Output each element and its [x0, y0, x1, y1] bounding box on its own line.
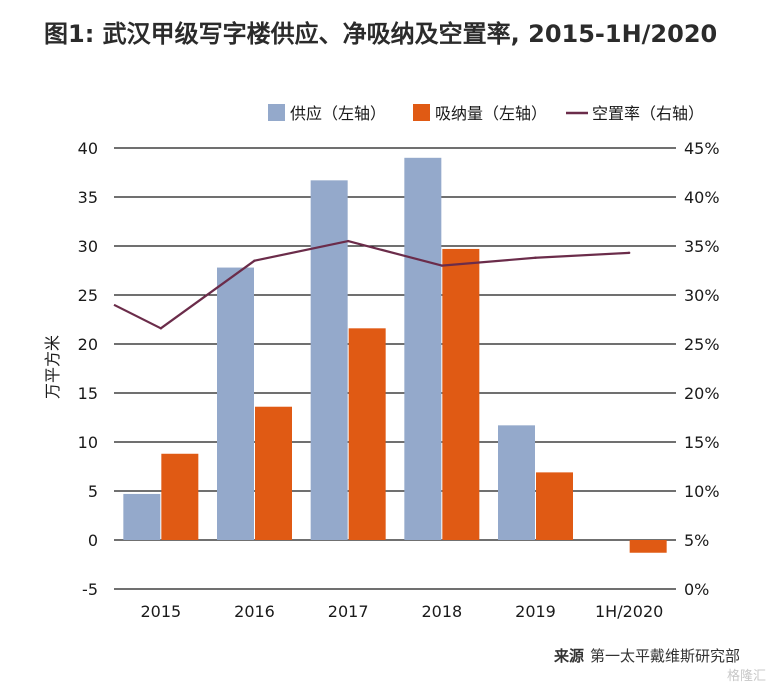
bars	[123, 157, 667, 553]
vacancy-point	[346, 239, 350, 243]
legend-label: 供应（左轴）	[290, 104, 386, 123]
supply-bar	[404, 157, 442, 541]
y2-tick-label: 25%	[684, 335, 720, 354]
y2-tick-label: 40%	[684, 188, 720, 207]
vacancy-point	[627, 251, 631, 255]
y-tick-label: -5	[82, 580, 98, 599]
y-tick-label: 0	[88, 531, 98, 550]
x-tick-label: 2015	[140, 602, 181, 621]
y-tick-label: 35	[78, 188, 98, 207]
y-tick-label: 5	[88, 482, 98, 501]
y2-tick-label: 35%	[684, 237, 720, 256]
tick-labels: -5 0% 0 5% 5 10% 10 15% 15 20% 20 25% 25 30% 30 35% 35 40…	[78, 139, 720, 621]
watermark: 格隆汇	[726, 669, 766, 684]
y-tick-label: 30	[78, 237, 98, 256]
legend-swatch-supply	[268, 104, 285, 121]
absorption-bar	[348, 328, 386, 540]
chart-title: 图1: 武汉甲级写字楼供应、净吸纳及空置率, 2015-1H/2020	[44, 20, 718, 48]
absorption-bar	[629, 540, 667, 553]
legend-swatch-absorption	[413, 104, 430, 121]
vacancy-point	[440, 264, 444, 267]
vacancy-line	[113, 240, 630, 330]
legend: 供应（左轴） 吸纳量（左轴） 空置率（右轴）	[268, 104, 704, 123]
supply-bar	[217, 267, 254, 540]
source-label: 来源	[553, 647, 584, 665]
vacancy-point	[534, 256, 537, 259]
legend-label: 吸纳量（左轴）	[435, 104, 547, 123]
y2-tick-label: 30%	[684, 286, 720, 305]
y2-tick-label: 10%	[684, 482, 720, 501]
legend-label: 空置率（右轴）	[592, 104, 704, 123]
x-tick-label: 2017	[328, 602, 369, 621]
gridlines	[114, 147, 676, 590]
y-tick-label: 40	[78, 139, 98, 158]
absorption-bar	[442, 248, 480, 540]
y-tick-label: 10	[78, 433, 98, 452]
supply-bar	[310, 180, 348, 540]
vacancy-point	[159, 327, 163, 330]
y-tick-label: 25	[78, 286, 98, 305]
x-tick-label: 2018	[421, 602, 462, 621]
y2-tick-label: 5%	[684, 531, 709, 550]
source-note: 来源 第一太平戴维斯研究部	[554, 645, 740, 666]
source-text: 第一太平戴维斯研究部	[589, 647, 740, 665]
x-tick-label: 1H/2020	[595, 602, 663, 621]
y2-tick-label: 0%	[684, 580, 709, 599]
vacancy-point	[253, 259, 256, 262]
supply-bar	[498, 425, 535, 540]
absorption-bar	[536, 472, 573, 540]
y-tick-label: 15	[78, 384, 98, 403]
y2-tick-label: 15%	[684, 433, 720, 452]
vacancy-line-layer	[113, 239, 631, 330]
y2-tick-label: 45%	[684, 139, 720, 158]
y-axis-label: 万平方米	[43, 335, 62, 399]
absorption-bar	[161, 453, 199, 540]
absorption-bar	[255, 406, 292, 540]
y2-tick-label: 20%	[684, 384, 720, 403]
x-tick-label: 2016	[234, 602, 275, 621]
x-tick-label: 2019	[515, 602, 556, 621]
supply-bar	[123, 493, 161, 540]
y-tick-label: 20	[78, 335, 98, 354]
